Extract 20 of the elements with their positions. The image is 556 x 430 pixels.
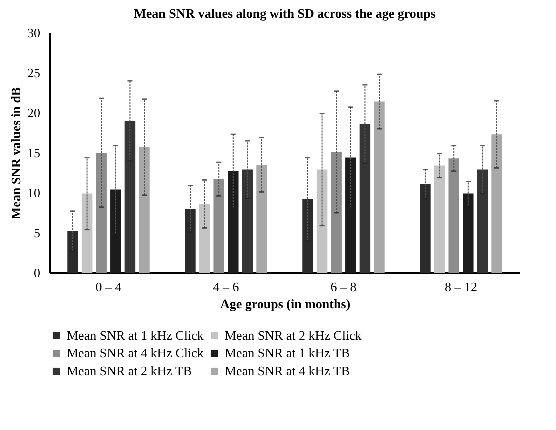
y-tick-label: 5 <box>34 226 40 240</box>
legend-label: Mean SNR at 1 kHz TB <box>225 346 350 360</box>
legend-label: Mean SNR at 1 kHz Click <box>67 328 204 343</box>
y-tick-label: 15 <box>28 146 40 160</box>
chart-title: Mean SNR values along with SD across the age groups <box>134 6 436 21</box>
legend-label: Mean SNR at 2 kHz TB <box>67 364 192 378</box>
x-tick-label: 8 – 12 <box>445 280 478 294</box>
y-tick-label: 30 <box>28 26 40 40</box>
legend-label: Mean SNR at 4 kHz Click <box>67 346 204 360</box>
y-tick-label: 25 <box>28 66 40 80</box>
x-tick-label: 0 – 4 <box>96 280 122 294</box>
y-tick-label: 10 <box>28 186 40 200</box>
x-tick-label: 6 – 8 <box>330 280 357 294</box>
y-tick-label: 0 <box>34 266 40 280</box>
x-tick-label: 4 – 6 <box>213 280 240 294</box>
legend-label: Mean SNR at 2 kHz Click <box>225 328 362 343</box>
y-tick-label: 20 <box>28 106 40 120</box>
y-axis-title: Mean SNR values in dB <box>8 87 24 220</box>
x-axis-title: Age groups (in months) <box>220 296 351 312</box>
legend-label: Mean SNR at 4 kHz TB <box>225 364 350 378</box>
